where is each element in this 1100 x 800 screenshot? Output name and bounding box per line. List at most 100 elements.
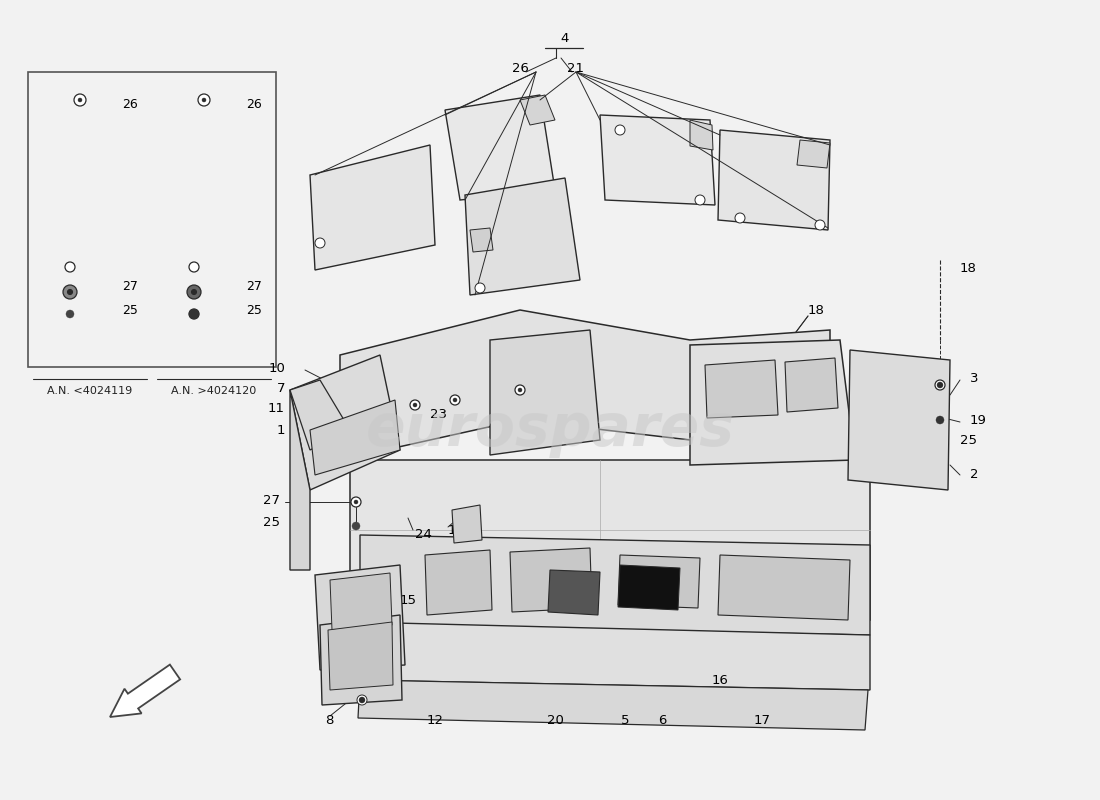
Circle shape: [187, 285, 201, 299]
Polygon shape: [340, 310, 830, 460]
Circle shape: [78, 98, 82, 102]
Text: 7: 7: [276, 382, 285, 394]
Polygon shape: [358, 680, 868, 730]
Polygon shape: [785, 358, 838, 412]
Polygon shape: [618, 555, 700, 608]
Polygon shape: [290, 390, 310, 570]
Text: 22: 22: [355, 415, 372, 429]
Text: 19: 19: [970, 414, 987, 426]
Text: 18: 18: [960, 262, 977, 274]
Polygon shape: [355, 622, 870, 690]
Polygon shape: [510, 548, 592, 612]
FancyBboxPatch shape: [28, 72, 276, 367]
FancyArrow shape: [110, 665, 180, 717]
Text: 9: 9: [490, 402, 498, 414]
Text: 2: 2: [970, 469, 979, 482]
Circle shape: [453, 398, 456, 402]
Text: 20: 20: [547, 714, 563, 726]
Polygon shape: [330, 573, 392, 630]
Text: 3: 3: [970, 371, 979, 385]
Circle shape: [735, 213, 745, 223]
Circle shape: [518, 388, 522, 392]
Circle shape: [352, 522, 360, 530]
Polygon shape: [315, 565, 405, 670]
Circle shape: [351, 497, 361, 507]
Circle shape: [66, 310, 74, 318]
Polygon shape: [446, 95, 556, 200]
Text: 13: 13: [438, 555, 455, 569]
Text: 6: 6: [658, 714, 667, 726]
Circle shape: [475, 283, 485, 293]
Circle shape: [67, 290, 73, 294]
Text: 1: 1: [276, 423, 285, 437]
Polygon shape: [290, 355, 400, 490]
Text: 17: 17: [754, 714, 770, 726]
Circle shape: [202, 98, 206, 102]
Polygon shape: [350, 460, 870, 620]
Text: 18: 18: [808, 303, 825, 317]
Text: 25: 25: [263, 515, 280, 529]
Polygon shape: [320, 615, 402, 705]
Polygon shape: [310, 400, 400, 475]
Polygon shape: [290, 380, 350, 450]
Text: 8: 8: [324, 714, 333, 726]
Circle shape: [198, 94, 210, 106]
Polygon shape: [310, 145, 435, 270]
Circle shape: [450, 395, 460, 405]
Polygon shape: [600, 115, 715, 205]
Polygon shape: [690, 120, 713, 150]
Text: eurospares: eurospares: [365, 402, 735, 458]
Polygon shape: [465, 178, 580, 295]
Polygon shape: [690, 340, 855, 465]
Text: 25: 25: [246, 303, 262, 317]
Circle shape: [189, 309, 199, 319]
Polygon shape: [328, 622, 393, 690]
Text: 24: 24: [415, 529, 432, 542]
Polygon shape: [548, 570, 600, 615]
Circle shape: [358, 695, 367, 705]
Polygon shape: [490, 330, 600, 455]
Text: 26: 26: [512, 62, 528, 74]
Text: 4: 4: [561, 31, 569, 45]
Text: 15: 15: [400, 594, 417, 606]
Text: 23: 23: [430, 409, 447, 422]
Text: A.N. <4024119: A.N. <4024119: [47, 386, 133, 396]
Polygon shape: [425, 550, 492, 615]
Text: 16: 16: [712, 674, 728, 686]
Text: 11: 11: [268, 402, 285, 414]
Polygon shape: [798, 140, 830, 168]
Circle shape: [695, 195, 705, 205]
Circle shape: [936, 416, 944, 424]
Polygon shape: [718, 130, 830, 230]
Text: 14: 14: [448, 523, 465, 537]
Polygon shape: [360, 535, 870, 635]
Circle shape: [937, 382, 943, 388]
Polygon shape: [718, 555, 850, 620]
Polygon shape: [452, 505, 482, 543]
Circle shape: [63, 285, 77, 299]
Polygon shape: [705, 360, 778, 418]
Text: A.N. >4024120: A.N. >4024120: [172, 386, 256, 396]
Text: 25: 25: [122, 303, 138, 317]
Text: 25: 25: [960, 434, 977, 446]
Text: 5: 5: [620, 714, 629, 726]
Circle shape: [935, 380, 945, 390]
Polygon shape: [618, 565, 680, 610]
Text: 27: 27: [122, 281, 138, 294]
Circle shape: [355, 655, 365, 665]
Polygon shape: [470, 228, 493, 252]
Circle shape: [354, 500, 358, 504]
Circle shape: [815, 220, 825, 230]
Text: 27: 27: [246, 281, 262, 294]
Text: 12: 12: [427, 714, 443, 726]
Circle shape: [515, 385, 525, 395]
Circle shape: [189, 309, 199, 319]
Polygon shape: [848, 350, 950, 490]
Polygon shape: [520, 95, 556, 125]
Circle shape: [410, 400, 420, 410]
Circle shape: [191, 290, 197, 294]
Circle shape: [359, 697, 365, 703]
Circle shape: [327, 450, 337, 460]
Circle shape: [74, 94, 86, 106]
Text: 10: 10: [268, 362, 285, 374]
